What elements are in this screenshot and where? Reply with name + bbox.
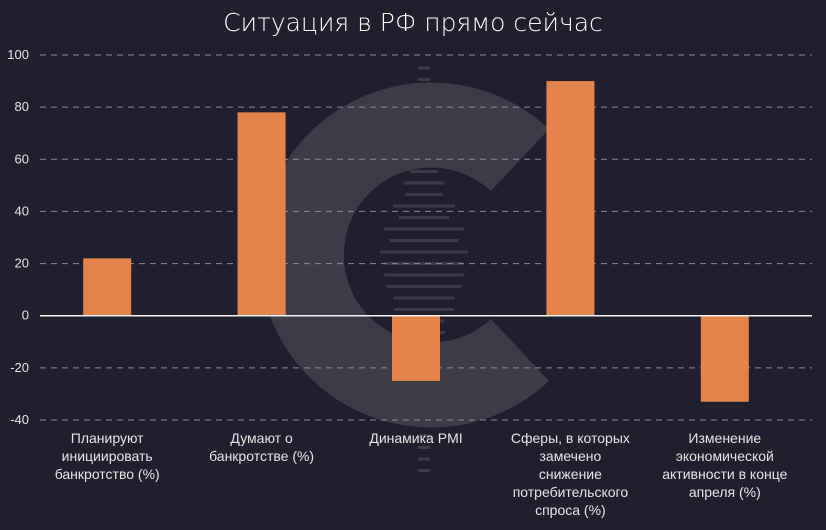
y-tick-label: -40 xyxy=(10,412,29,427)
bar xyxy=(546,81,595,316)
y-tick-label: 60 xyxy=(15,151,29,166)
y-tick-label: 40 xyxy=(15,203,29,218)
y-tick-label: 100 xyxy=(7,47,29,62)
bar xyxy=(700,315,749,402)
category-label: Сферы, в которых замечено снижение потребит… xyxy=(511,430,630,518)
bar xyxy=(83,258,132,316)
chart-title: Ситуация в РФ прямо сейчас xyxy=(223,8,603,37)
y-tick-label: 80 xyxy=(15,99,29,114)
bar xyxy=(237,112,286,316)
y-tick-label: -20 xyxy=(10,360,29,375)
y-tick-label: 20 xyxy=(15,256,29,271)
bar xyxy=(392,315,440,381)
letter-c-logo-watermark-icon xyxy=(258,66,549,472)
category-label: Изменение экономической активности в конце… xyxy=(662,430,787,500)
category-label: Динамика PMI xyxy=(369,430,462,446)
category-label: Планируют инициировать банкротство (%) xyxy=(55,430,160,482)
category-label: Думают о банкротстве (%) xyxy=(209,430,314,464)
y-tick-label: 0 xyxy=(22,308,29,323)
